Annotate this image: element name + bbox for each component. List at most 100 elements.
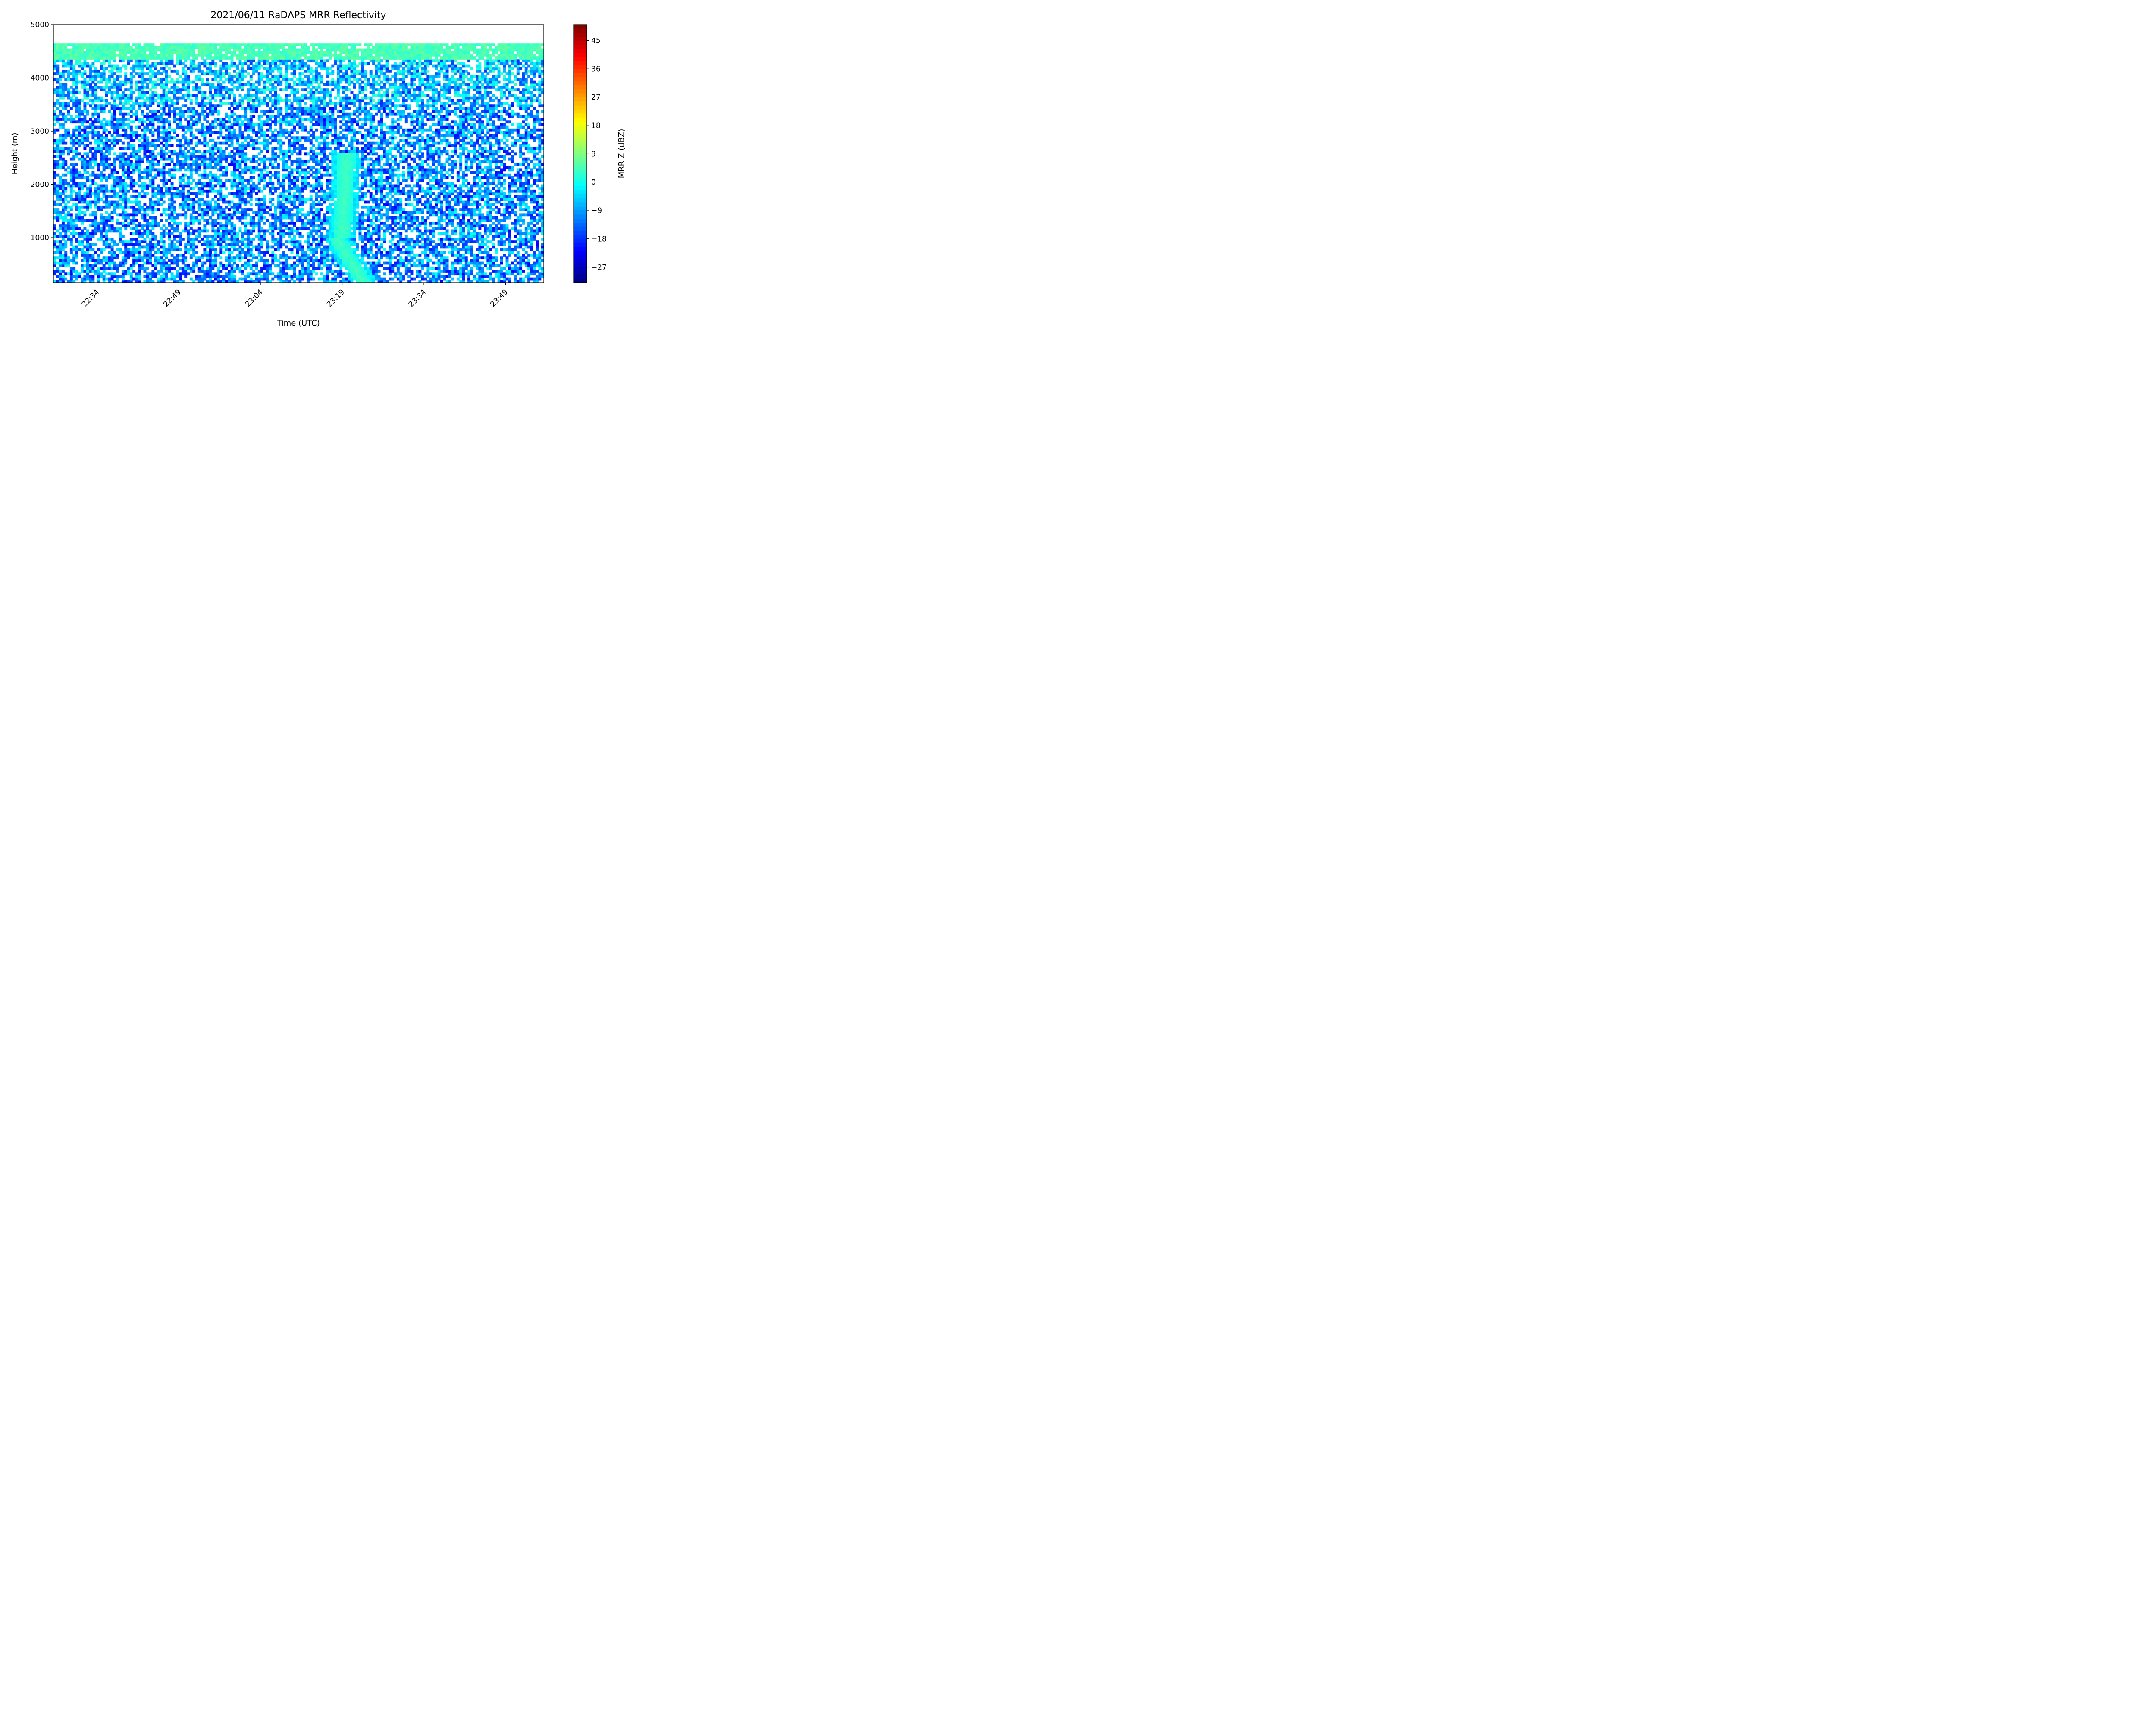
- heatmap-cell: [233, 102, 236, 105]
- heatmap-cell: [219, 125, 223, 129]
- heatmap-cell: [263, 91, 266, 94]
- heatmap-cell: [113, 200, 116, 204]
- heatmap-cell: [116, 131, 119, 134]
- heatmap-cell: [129, 251, 133, 254]
- heatmap-cell: [151, 86, 155, 89]
- heatmap-cell: [86, 120, 89, 124]
- heatmap-cell: [179, 267, 182, 270]
- heatmap-cell: [149, 152, 152, 156]
- heatmap-cell: [100, 229, 103, 233]
- heatmap-cell: [132, 211, 136, 214]
- heatmap-cell: [219, 51, 223, 54]
- heatmap-cell: [141, 141, 144, 145]
- heatmap-cell: [72, 176, 76, 179]
- heatmap-cell: [86, 53, 89, 57]
- heatmap-cell: [160, 48, 163, 52]
- heatmap-cell: [181, 43, 185, 47]
- heatmap-cell: [192, 120, 196, 124]
- heatmap-cell: [69, 198, 73, 201]
- heatmap-cell: [132, 147, 136, 150]
- heatmap-cell: [266, 46, 269, 49]
- heatmap-cell: [143, 182, 147, 185]
- heatmap-cell: [260, 134, 263, 137]
- heatmap-cell: [219, 120, 223, 124]
- heatmap-cell: [56, 53, 60, 57]
- heatmap-cell: [160, 43, 163, 47]
- heatmap-cell: [132, 155, 136, 158]
- heatmap-cell: [271, 53, 275, 57]
- heatmap-cell: [110, 141, 114, 145]
- heatmap-cell: [141, 53, 144, 57]
- heatmap-cell: [269, 115, 272, 118]
- heatmap-cell: [271, 272, 275, 276]
- heatmap-cell: [119, 238, 122, 241]
- heatmap-cell: [274, 155, 277, 158]
- heatmap-cell: [75, 254, 78, 257]
- heatmap-cell: [214, 272, 217, 276]
- heatmap-cell: [228, 213, 231, 217]
- heatmap-cell: [67, 48, 70, 52]
- heatmap-cell: [75, 168, 78, 172]
- heatmap-cell: [228, 134, 231, 137]
- heatmap-cell: [97, 115, 100, 118]
- heatmap-cell: [59, 110, 62, 113]
- heatmap-cell: [170, 248, 174, 251]
- heatmap-cell: [222, 120, 226, 124]
- heatmap-cell: [146, 118, 149, 121]
- heatmap-cell: [157, 240, 160, 243]
- heatmap-cell: [189, 270, 193, 273]
- heatmap-cell: [83, 94, 87, 97]
- heatmap-cell: [266, 245, 269, 249]
- heatmap-cell: [110, 219, 114, 222]
- heatmap-cell: [83, 205, 87, 209]
- heatmap-cell: [249, 99, 253, 102]
- heatmap-cell: [72, 219, 76, 222]
- heatmap-cell: [214, 235, 217, 238]
- heatmap-cell: [69, 221, 73, 225]
- heatmap-cell: [69, 157, 73, 161]
- heatmap-cell: [266, 147, 269, 150]
- heatmap-cell: [197, 270, 201, 273]
- heatmap-cell: [69, 184, 73, 188]
- heatmap-cell: [146, 64, 149, 68]
- heatmap-cell: [181, 256, 185, 260]
- heatmap-cell: [249, 179, 253, 182]
- heatmap-cell: [149, 168, 152, 172]
- heatmap-cell: [94, 96, 97, 100]
- heatmap-cell: [146, 235, 149, 238]
- heatmap-cell: [168, 104, 171, 108]
- heatmap-cell: [252, 270, 256, 273]
- heatmap-cell: [282, 118, 285, 121]
- heatmap-cell: [61, 43, 65, 47]
- heatmap-cell: [203, 150, 207, 153]
- heatmap-cell: [189, 123, 193, 126]
- heatmap-cell: [276, 216, 280, 220]
- heatmap-cell: [176, 59, 179, 63]
- heatmap-cell: [168, 198, 171, 201]
- heatmap-cell: [165, 192, 168, 195]
- heatmap-cell: [170, 128, 174, 132]
- heatmap-cell: [236, 86, 239, 89]
- heatmap-cell: [97, 176, 100, 179]
- heatmap-cell: [279, 43, 283, 47]
- heatmap-cell: [211, 120, 215, 124]
- heatmap-cell: [94, 59, 97, 63]
- heatmap-cell: [173, 200, 176, 204]
- heatmap-cell: [86, 163, 89, 166]
- heatmap-cell: [141, 245, 144, 249]
- heatmap-cell: [64, 46, 68, 49]
- heatmap-cell: [56, 56, 60, 60]
- heatmap-cell: [236, 136, 239, 140]
- heatmap-cell: [81, 139, 84, 142]
- heatmap-cell: [53, 150, 56, 153]
- heatmap-cell: [173, 248, 176, 251]
- heatmap-cell: [61, 173, 65, 177]
- heatmap-cell: [189, 102, 193, 105]
- heatmap-cell: [165, 264, 168, 267]
- heatmap-cell: [195, 275, 198, 278]
- heatmap-cell: [94, 75, 97, 78]
- heatmap-cell: [129, 232, 133, 235]
- heatmap-cell: [201, 280, 204, 283]
- heatmap-cell: [228, 102, 231, 105]
- heatmap-cell: [225, 243, 228, 246]
